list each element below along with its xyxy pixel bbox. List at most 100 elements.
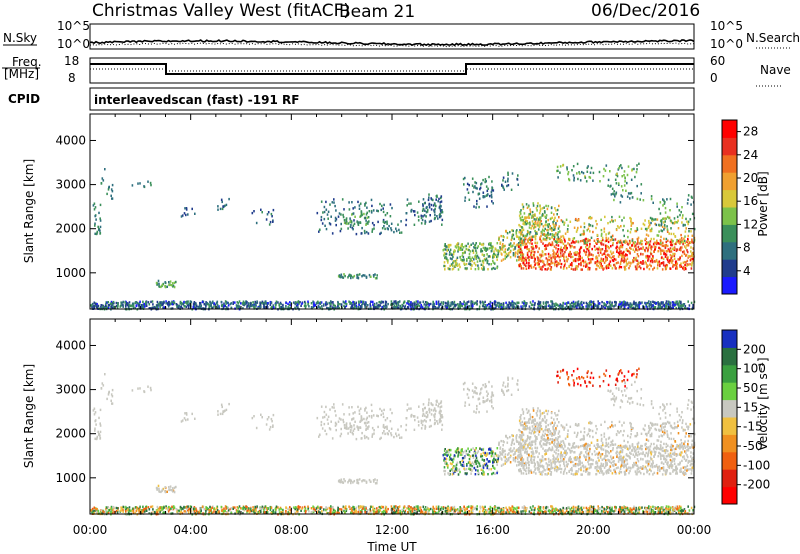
power-cell — [664, 211, 667, 214]
power-cell — [386, 222, 388, 225]
power-cell — [424, 301, 427, 304]
power-cell — [495, 249, 498, 252]
power-cell — [567, 171, 570, 174]
power-cell — [553, 245, 556, 248]
power-cell — [475, 263, 477, 267]
power-cell — [499, 241, 502, 244]
power-cell — [241, 302, 244, 305]
velocity-cell — [238, 510, 241, 513]
power-cell — [523, 257, 526, 260]
power-cell — [519, 225, 522, 228]
power-cell — [445, 305, 447, 308]
velocity-cell — [326, 511, 328, 515]
power-cell — [521, 215, 524, 219]
power-cell — [438, 197, 440, 201]
power-cell — [427, 198, 430, 202]
power-cell — [649, 240, 652, 243]
power-cell — [577, 226, 579, 230]
power-cell — [245, 300, 247, 303]
power-cell — [372, 209, 375, 212]
power-cell — [612, 251, 615, 254]
power-cell — [437, 306, 439, 310]
power-cell — [599, 251, 602, 254]
power-cell — [225, 302, 227, 305]
power-cell — [645, 262, 647, 265]
power-cell — [529, 221, 531, 224]
power-cell — [618, 250, 621, 253]
power-cell — [665, 244, 667, 247]
power-cell — [475, 181, 478, 185]
power-cell — [335, 218, 338, 221]
power-cell — [682, 224, 685, 227]
power-cell — [520, 257, 522, 260]
power-cell — [585, 237, 587, 241]
power-cell — [650, 197, 653, 201]
power-cell — [654, 248, 656, 251]
power-cell — [397, 303, 400, 307]
power-cell — [610, 235, 612, 239]
power-cell — [618, 183, 620, 186]
velocity-cell — [432, 505, 434, 509]
power-cell — [425, 306, 427, 309]
velocity-cell — [637, 511, 639, 515]
velocity-cell — [458, 508, 461, 511]
velocity-cell — [605, 510, 607, 513]
power-cell — [345, 304, 348, 308]
power-cell — [618, 267, 621, 270]
power-cell — [673, 217, 676, 220]
power-cell — [542, 242, 544, 245]
power-cell — [576, 251, 578, 254]
velocity-cell — [665, 507, 667, 510]
power-cell — [595, 264, 598, 267]
power-cell — [507, 305, 509, 309]
power-cell — [167, 303, 169, 306]
power-cell — [567, 172, 569, 176]
velocity-cell — [249, 510, 252, 513]
power-cell — [415, 300, 418, 303]
power-cell — [505, 255, 508, 259]
power-cell — [484, 305, 487, 309]
power-cell — [636, 197, 639, 201]
power-cell — [592, 254, 594, 257]
power-cell — [180, 305, 183, 308]
power-cell — [527, 222, 529, 225]
power-cell — [574, 259, 577, 263]
power-cell — [605, 236, 607, 239]
power-cell — [689, 263, 691, 266]
power-cell — [621, 245, 623, 249]
power-cell — [410, 301, 412, 304]
velocity-cell — [422, 505, 425, 508]
power-cell — [534, 301, 536, 305]
power-cell — [243, 301, 246, 305]
power-cell — [555, 222, 557, 225]
power-cell — [529, 242, 531, 245]
power-cell — [595, 256, 597, 259]
power-cell — [355, 306, 358, 309]
power-cell — [525, 267, 528, 270]
velocity-cell — [530, 508, 533, 511]
velocity-cell — [304, 505, 306, 509]
velocity-cell — [237, 511, 240, 514]
power-cell — [551, 216, 554, 219]
power-cell — [129, 304, 132, 307]
power-cell — [614, 301, 616, 304]
power-cell — [563, 257, 565, 261]
power-cell — [409, 305, 412, 308]
power-cell — [511, 236, 513, 240]
velocity-cell — [514, 511, 517, 514]
power-cell — [543, 253, 546, 256]
power-cell — [665, 237, 668, 241]
power-cell — [472, 190, 474, 194]
power-cell — [682, 261, 685, 264]
power-cell — [453, 250, 455, 253]
power-cell — [117, 304, 119, 307]
nsky-label: N.Sky — [3, 31, 37, 45]
power-cell — [562, 267, 565, 270]
power-cell — [405, 218, 408, 222]
power-cell — [614, 219, 616, 222]
power-cell — [599, 180, 601, 183]
power-cell — [642, 199, 645, 202]
power-cell — [664, 252, 667, 256]
power-cell — [679, 264, 681, 267]
power-cell — [551, 303, 553, 307]
